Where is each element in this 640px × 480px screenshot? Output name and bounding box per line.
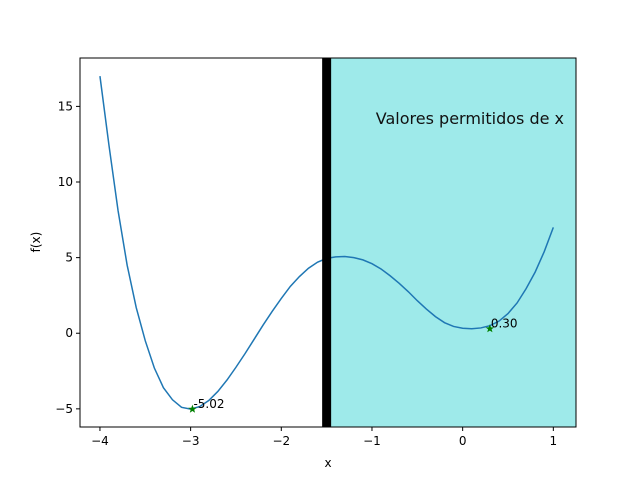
x-tick-label: −4 xyxy=(91,434,109,448)
minimum-point-label-0: -5.02 xyxy=(193,397,224,411)
x-axis-label: x xyxy=(324,456,331,470)
y-tick-label: 0 xyxy=(65,326,73,340)
plot-frame xyxy=(79,57,577,428)
x-tick-label: −1 xyxy=(363,434,381,448)
y-tick-label: 10 xyxy=(58,175,73,189)
y-tick-label: 5 xyxy=(65,251,73,265)
x-tick-label: 0 xyxy=(459,434,467,448)
region-annotation: Valores permitidos de x xyxy=(376,109,564,128)
y-tick-label: −5 xyxy=(55,402,73,416)
minimum-point-label-1: 0.30 xyxy=(491,317,518,331)
minimum-point-marker-0 xyxy=(188,404,197,413)
minimum-point-marker-1 xyxy=(485,324,495,333)
x-tick-label: −3 xyxy=(182,434,200,448)
allowed-region xyxy=(326,58,576,427)
y-axis-label: f(x) xyxy=(29,232,43,253)
y-tick-label: 15 xyxy=(58,99,73,113)
x-tick-label: 1 xyxy=(550,434,558,448)
x-tick-label: −2 xyxy=(272,434,290,448)
